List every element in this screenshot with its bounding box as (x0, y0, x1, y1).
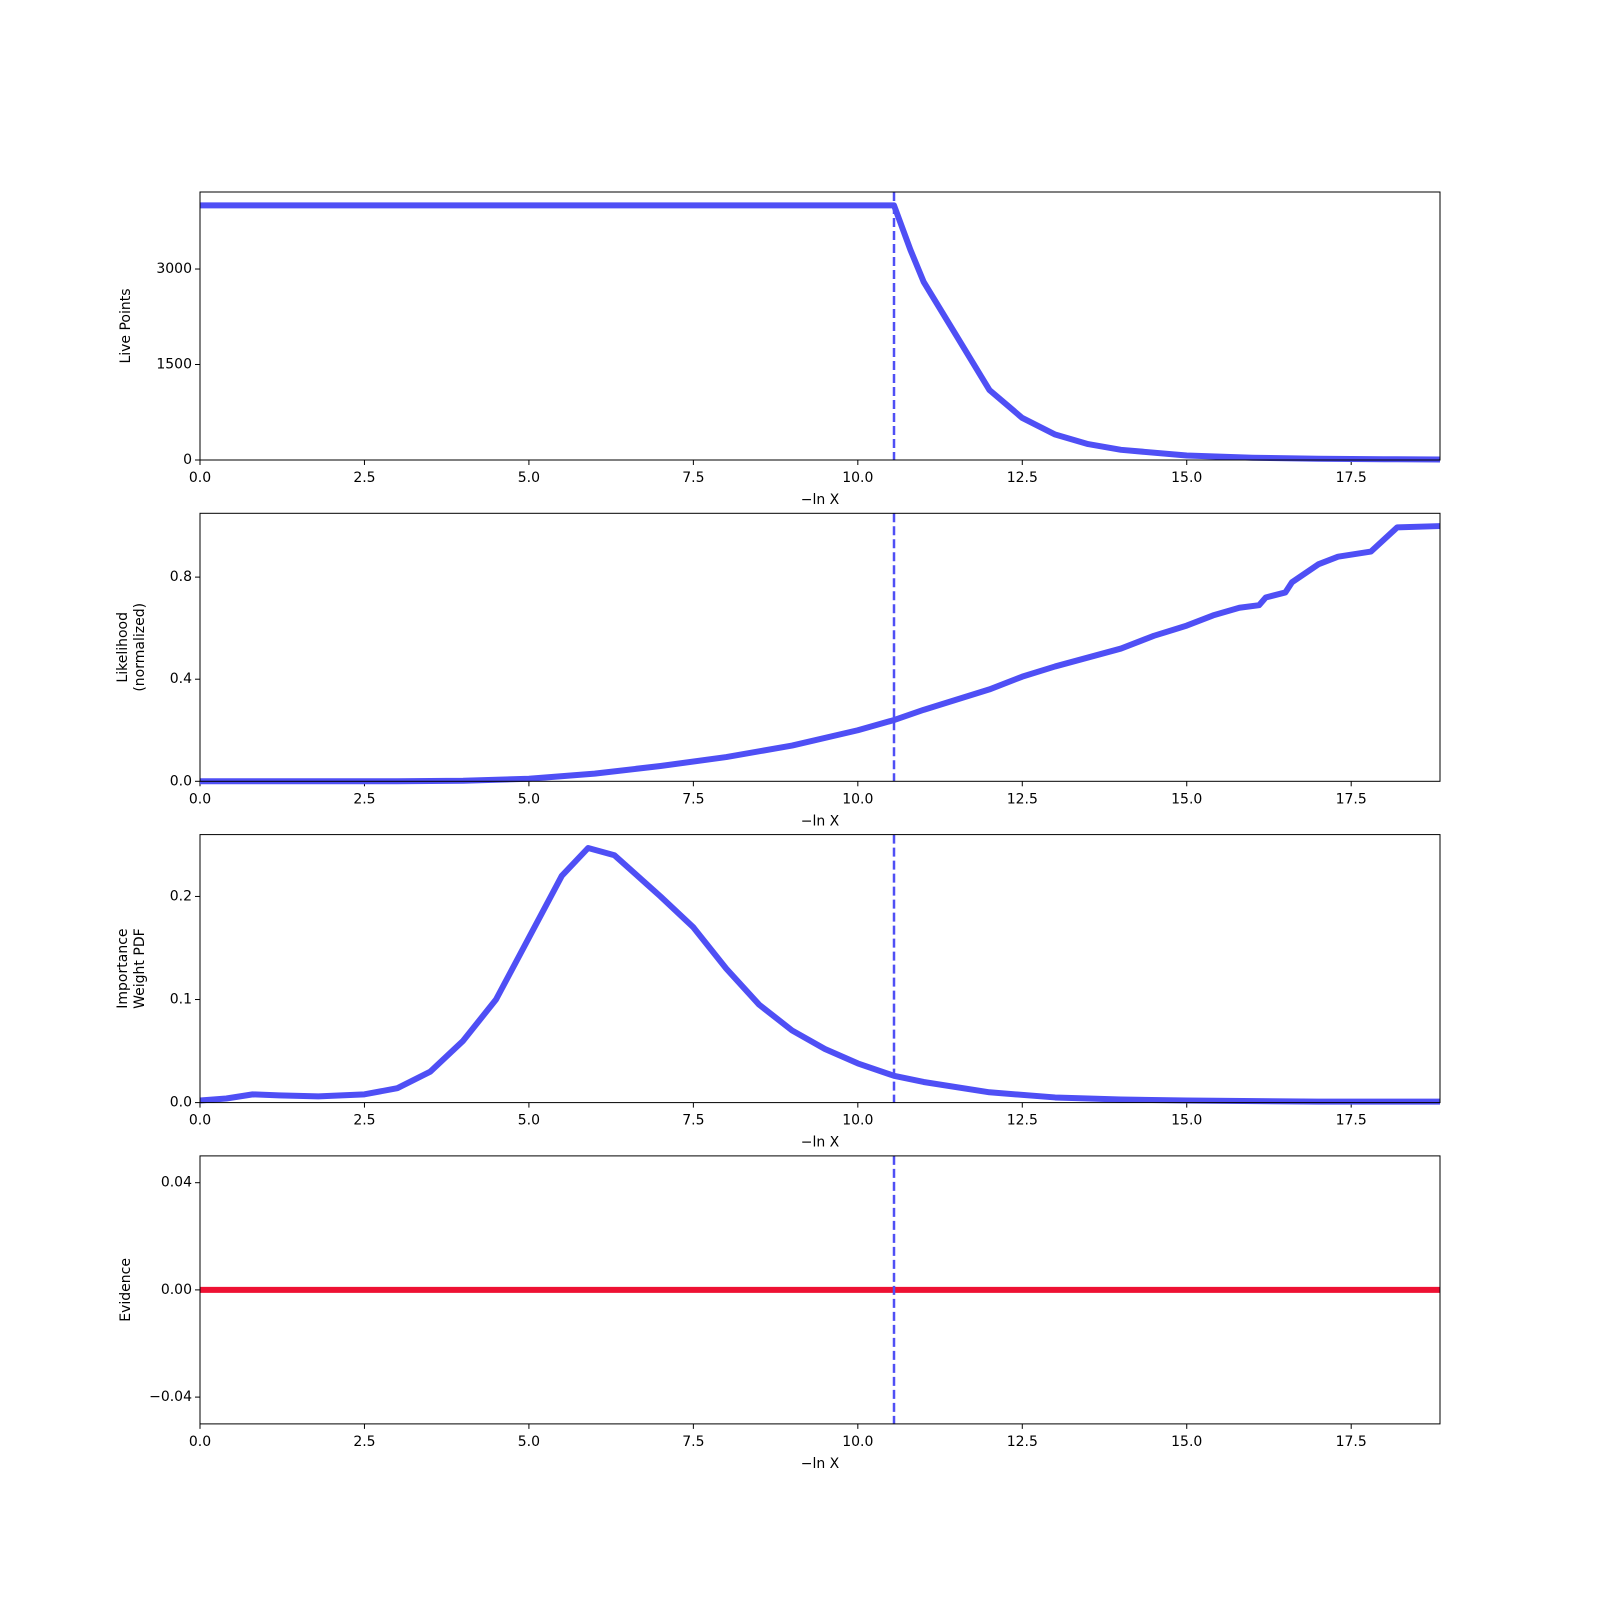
x-tick-label: 2.5 (353, 791, 375, 807)
y-tick-label: 0.8 (170, 569, 192, 585)
x-tick-label: 5.0 (518, 470, 540, 486)
x-tick-label: 0.0 (189, 1113, 211, 1129)
x-tick-label: 17.5 (1336, 791, 1367, 807)
x-tick-label: 15.0 (1171, 791, 1202, 807)
x-tick-label: 7.5 (682, 1434, 704, 1450)
x-axis-label: −ln X (801, 1135, 840, 1151)
y-tick-label: 0.2 (170, 888, 192, 904)
data-line (200, 202, 1441, 463)
y-tick-label: 3000 (156, 261, 192, 277)
x-tick-label: 15.0 (1171, 1434, 1202, 1450)
x-tick-label: 15.0 (1171, 1113, 1202, 1129)
x-tick-label: 10.0 (842, 1113, 873, 1129)
x-tick-label: 12.5 (1007, 791, 1038, 807)
x-tick-label: 2.5 (353, 470, 375, 486)
axes-frame (199, 512, 1441, 782)
axes-frame (199, 191, 1441, 461)
x-tick-label: 0.0 (189, 1434, 211, 1450)
y-tick-label: 0.1 (170, 992, 192, 1008)
x-tick-label: 15.0 (1171, 470, 1202, 486)
x-tick-label: 7.5 (682, 1113, 704, 1129)
axes-frame (199, 1155, 1441, 1425)
x-tick-label: 12.5 (1007, 1434, 1038, 1450)
x-tick-label: 5.0 (518, 791, 540, 807)
x-axis-label: −ln X (801, 813, 840, 829)
y-axis-label: Live Points (118, 288, 134, 363)
x-tick-label: 10.0 (842, 1434, 873, 1450)
y-axis-label: Importance (115, 928, 131, 1008)
x-tick-label: 0.0 (189, 470, 211, 486)
y-tick-label: 1500 (156, 357, 192, 373)
x-tick-label: 12.5 (1007, 470, 1038, 486)
x-tick-label: 17.5 (1336, 1113, 1367, 1129)
x-tick-label: 5.0 (518, 1434, 540, 1450)
data-line (200, 523, 1441, 785)
x-tick-label: 2.5 (353, 1434, 375, 1450)
y-axis-label: Likelihood (115, 612, 131, 683)
data-line (199, 845, 1440, 1105)
y-tick-label: −0.04 (149, 1389, 192, 1405)
y-tick-label: 0.00 (161, 1282, 192, 1298)
y-tick-label: 0.04 (161, 1175, 192, 1191)
x-tick-label: 5.0 (518, 1113, 540, 1129)
x-tick-label: 17.5 (1336, 1434, 1367, 1450)
x-axis-label: −ln X (801, 492, 840, 508)
y-axis-label: Weight PDF (132, 928, 148, 1009)
y-tick-label: 0.0 (170, 773, 192, 789)
y-tick-label: 0 (183, 452, 192, 468)
x-tick-label: 17.5 (1336, 470, 1367, 486)
y-axis-label: Evidence (118, 1258, 134, 1322)
x-tick-label: 7.5 (682, 791, 704, 807)
y-tick-label: 0.0 (170, 1095, 192, 1111)
x-tick-label: 10.0 (842, 470, 873, 486)
x-tick-label: 7.5 (682, 470, 704, 486)
axes-frame (199, 834, 1441, 1104)
y-tick-label: 0.4 (170, 671, 192, 687)
x-tick-label: 2.5 (353, 1113, 375, 1129)
x-tick-label: 12.5 (1007, 1113, 1038, 1129)
x-tick-label: 10.0 (842, 791, 873, 807)
x-tick-label: 0.0 (189, 791, 211, 807)
x-axis-label: −ln X (801, 1456, 840, 1472)
y-axis-label: (normalized) (132, 603, 148, 692)
